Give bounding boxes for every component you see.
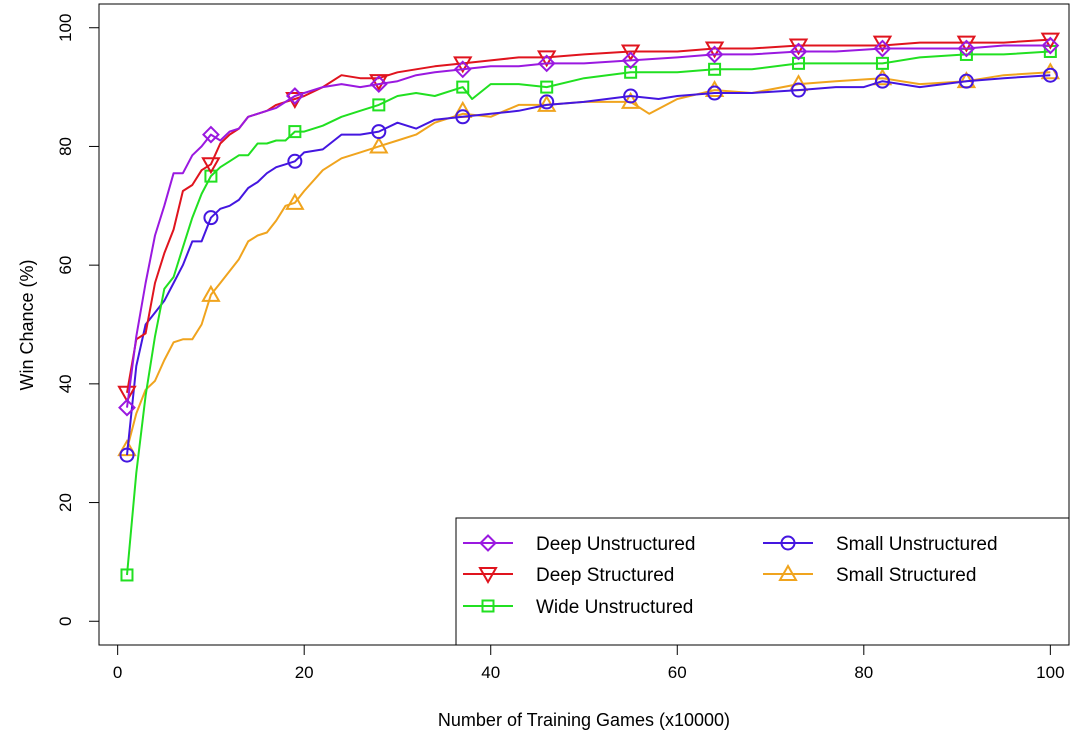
series-small-structured bbox=[117, 62, 1061, 457]
legend-entry: Wide Unstructured bbox=[463, 597, 693, 618]
data-point bbox=[369, 74, 389, 92]
data-point bbox=[872, 35, 893, 53]
data-point bbox=[620, 44, 641, 62]
data-point bbox=[536, 50, 557, 68]
data-point bbox=[285, 192, 305, 210]
data-point bbox=[1040, 32, 1061, 50]
data-point bbox=[704, 41, 725, 59]
data-point bbox=[453, 56, 473, 74]
x-axis: 0 20 40 60 80 100 bbox=[113, 644, 1065, 682]
series-wide-unstructured bbox=[120, 44, 1057, 582]
data-point bbox=[874, 73, 890, 89]
legend-swatch-marker bbox=[778, 563, 798, 581]
data-point bbox=[369, 75, 388, 94]
data-point bbox=[539, 94, 555, 110]
series-line bbox=[126, 38, 1051, 393]
x-tick-label: 20 bbox=[295, 663, 314, 682]
data-point bbox=[201, 157, 221, 175]
data-point bbox=[875, 56, 889, 70]
legend-label: Deep Structured bbox=[536, 565, 674, 586]
x-axis-title: Number of Training Games (x10000) bbox=[438, 710, 730, 730]
y-tick-label: 20 bbox=[56, 493, 75, 512]
y-tick-label: 60 bbox=[56, 256, 75, 275]
series-deep-structured bbox=[117, 32, 1061, 403]
data-point bbox=[791, 82, 807, 98]
legend-swatch-marker bbox=[481, 599, 495, 613]
data-point bbox=[118, 398, 136, 417]
data-point bbox=[372, 98, 386, 112]
x-tick-label: 60 bbox=[668, 663, 687, 682]
x-tick-label: 100 bbox=[1036, 663, 1064, 682]
x-tick-label: 40 bbox=[481, 663, 500, 682]
x-tick-label: 0 bbox=[113, 663, 122, 682]
data-point bbox=[705, 45, 724, 64]
legend-box bbox=[455, 517, 1070, 646]
data-point bbox=[456, 80, 470, 94]
y-tick-label: 0 bbox=[56, 617, 75, 626]
y-tick-label: 80 bbox=[56, 137, 75, 156]
data-point bbox=[203, 210, 219, 226]
data-point bbox=[788, 38, 809, 56]
data-point bbox=[708, 62, 722, 76]
legend-swatch-marker bbox=[780, 535, 796, 551]
data-point bbox=[956, 35, 977, 53]
series-line bbox=[126, 50, 1051, 576]
data-point bbox=[540, 80, 554, 94]
series-line bbox=[126, 44, 1051, 408]
data-point bbox=[1042, 67, 1058, 83]
legend-label: Small Unstructured bbox=[836, 534, 998, 555]
series-deep-unstructured bbox=[118, 36, 1060, 417]
data-point bbox=[369, 136, 389, 154]
legend-swatch-marker bbox=[478, 567, 498, 585]
legend-entry: Small Unstructured bbox=[763, 534, 998, 555]
data-point bbox=[957, 39, 976, 58]
y-axis-title: Win Chance (%) bbox=[17, 259, 37, 390]
data-point bbox=[202, 125, 220, 144]
data-point bbox=[453, 60, 472, 79]
data-point bbox=[117, 385, 137, 403]
data-point bbox=[789, 42, 808, 61]
legend-entry: Small Structured bbox=[763, 563, 976, 586]
data-point bbox=[873, 39, 892, 58]
data-point bbox=[623, 88, 639, 104]
legend-entry: Deep Structured bbox=[463, 565, 674, 586]
legend-label: Wide Unstructured bbox=[536, 597, 693, 618]
data-point bbox=[117, 439, 137, 457]
data-point bbox=[120, 568, 134, 582]
data-point bbox=[288, 125, 302, 139]
data-point bbox=[455, 109, 471, 125]
x-tick-label: 80 bbox=[854, 663, 873, 682]
y-tick-label: 100 bbox=[56, 14, 75, 42]
legend-label: Deep Unstructured bbox=[536, 534, 695, 555]
data-point bbox=[537, 54, 556, 73]
data-point bbox=[707, 85, 723, 101]
series-line bbox=[126, 74, 1051, 456]
data-point bbox=[371, 124, 387, 140]
y-tick-label: 40 bbox=[56, 374, 75, 393]
legend: Deep Unstructured Deep Structured Wide Uns… bbox=[455, 517, 1070, 646]
y-axis: 0 20 40 60 80 100 bbox=[56, 14, 100, 626]
series-small-unstructured bbox=[119, 67, 1058, 463]
data-point bbox=[1041, 36, 1060, 55]
legend-swatch-marker bbox=[479, 534, 497, 552]
data-point bbox=[287, 153, 303, 169]
data-point bbox=[621, 51, 640, 70]
data-point bbox=[285, 87, 304, 105]
data-point bbox=[119, 447, 135, 463]
legend-label: Small Structured bbox=[836, 565, 976, 586]
data-point bbox=[201, 284, 221, 302]
legend-entry: Deep Unstructured bbox=[463, 534, 695, 555]
series-layer bbox=[117, 32, 1061, 582]
data-point bbox=[958, 73, 974, 89]
series-line bbox=[126, 71, 1051, 450]
